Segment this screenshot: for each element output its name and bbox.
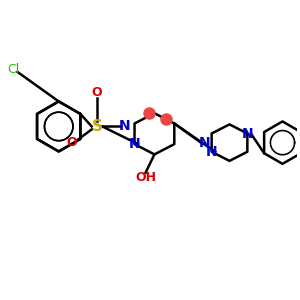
Text: N: N [242, 127, 253, 140]
Text: OH: OH [135, 172, 156, 184]
Text: O: O [67, 136, 77, 149]
Text: Cl: Cl [7, 62, 19, 76]
Text: N: N [199, 136, 210, 150]
Text: N: N [119, 119, 131, 134]
Text: O: O [92, 86, 102, 99]
Text: S: S [92, 119, 103, 134]
Text: N: N [129, 137, 140, 151]
Text: N: N [206, 145, 218, 159]
